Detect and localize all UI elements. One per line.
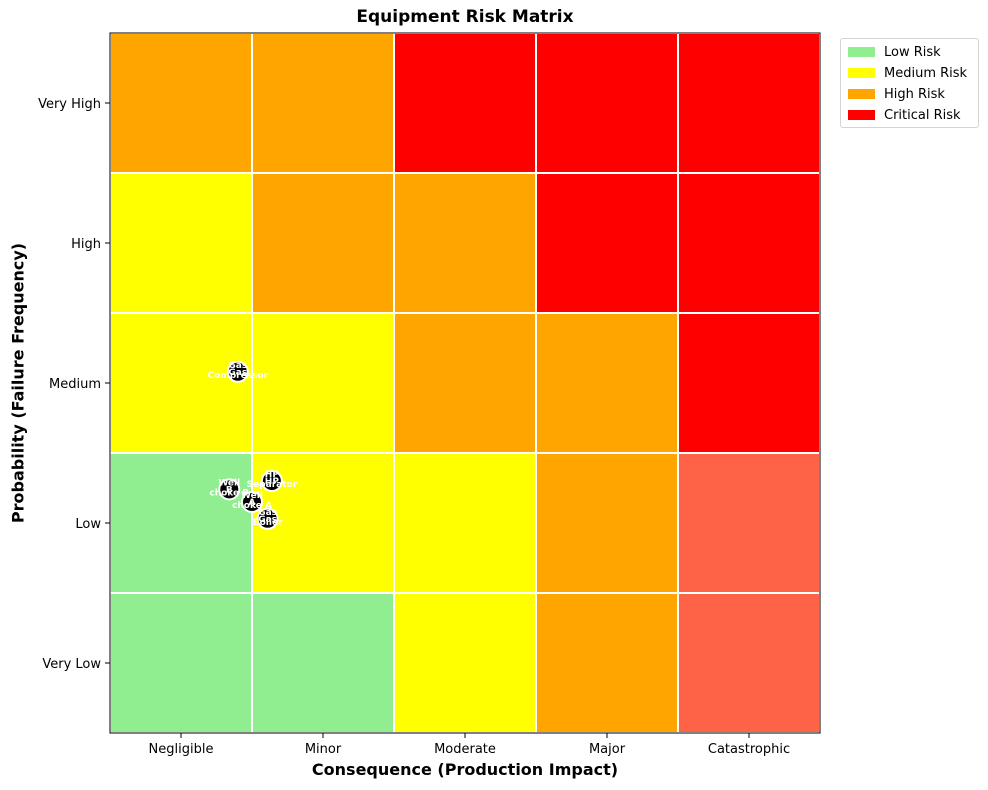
matrix-cell [109, 452, 253, 594]
equipment-point [241, 491, 263, 513]
x-tick-label: Moderate [434, 742, 496, 757]
x-tick-label: Major [589, 742, 626, 757]
matrix-cell [109, 592, 253, 734]
legend: Low Risk Medium Risk High Risk Critical … [840, 38, 979, 128]
matrix-cell [393, 452, 537, 594]
matrix-cell [251, 172, 395, 314]
matrix-cell [677, 592, 821, 734]
equipment-point-label: Gas Compressor [208, 361, 269, 381]
x-tick-label: Negligible [149, 742, 214, 757]
equipment-point-marker: Gas [228, 368, 247, 378]
matrix-cell [535, 32, 679, 174]
equipment-point-label: HP Separator [247, 470, 298, 490]
x-axis-label: Consequence (Production Impact) [311, 760, 619, 779]
matrix-cells [109, 32, 821, 734]
y-tick-label: Very High [38, 97, 101, 112]
matrix-cell [109, 32, 253, 174]
legend-item-critical: Critical Risk [848, 106, 961, 124]
legend-swatch-critical [848, 110, 875, 120]
y-tick-label: Low [75, 517, 101, 532]
matrix-cell [535, 312, 679, 454]
equipment-point-label: Well choke A [232, 491, 272, 511]
y-tick-label: Very Low [42, 657, 101, 672]
y-axis-label: Probability (Failure Frequency) [8, 242, 28, 524]
equipment-point-marker: Gas [258, 515, 277, 525]
legend-label-critical: Critical Risk [884, 107, 961, 123]
equipment-point-marker: B [226, 485, 233, 495]
matrix-cell [251, 32, 395, 174]
legend-item-medium: Medium Risk [848, 64, 967, 82]
matrix-cell [393, 312, 537, 454]
matrix-cell [535, 592, 679, 734]
equipment-point [218, 478, 241, 501]
legend-swatch-high [848, 89, 875, 99]
matrix-cell [535, 172, 679, 314]
legend-label-high: High Risk [884, 86, 945, 102]
x-tick-label: Minor [305, 742, 342, 757]
matrix-cell [535, 452, 679, 594]
y-tick-label: Medium [49, 377, 101, 392]
equipment-point [226, 360, 249, 383]
matrix-cell [677, 452, 821, 594]
matrix-cell [393, 592, 537, 734]
legend-swatch-low [848, 47, 875, 57]
legend-swatch-medium [848, 68, 875, 78]
equipment-point-marker: HP [265, 477, 280, 487]
matrix-cell [109, 312, 253, 454]
x-tick-label: Catastrophic [708, 742, 790, 757]
matrix-cell [393, 172, 537, 314]
matrix-cell [677, 32, 821, 174]
matrix-cell [393, 32, 537, 174]
matrix-cell [251, 312, 395, 454]
legend-label-low: Low Risk [884, 44, 941, 60]
legend-item-high: High Risk [848, 85, 945, 103]
equipment-point-label: Well choke B [209, 478, 249, 498]
matrix-cell [677, 312, 821, 454]
y-tick-label: High [71, 237, 101, 252]
legend-item-low: Low Risk [848, 43, 941, 61]
equipment-point-marker: A [249, 498, 256, 508]
matrix-cell [251, 592, 395, 734]
equipment-point [256, 507, 279, 530]
legend-label-medium: Medium Risk [884, 65, 968, 81]
equipment-point-label: Gas Boiler [253, 508, 283, 528]
equipment-point [260, 470, 283, 492]
matrix-cell [109, 172, 253, 314]
chart-title: Equipment Risk Matrix [356, 7, 574, 27]
matrix-cell [677, 172, 821, 314]
